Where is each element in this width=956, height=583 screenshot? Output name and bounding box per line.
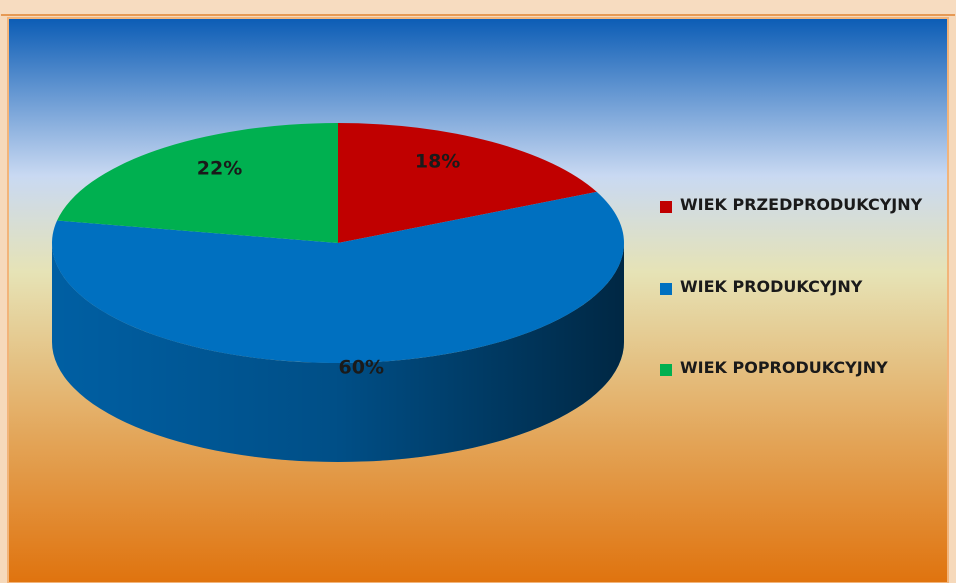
legend-label: WIEK POPRODUKCYJNY <box>680 358 888 377</box>
data-label: 18% <box>415 150 460 172</box>
legend-label: WIEK PRODUKCYJNY <box>680 277 863 296</box>
legend-label: WIEK PRZEDPRODUKCYJNY <box>680 195 923 214</box>
legend-swatch <box>660 364 672 376</box>
slice <box>57 123 338 243</box>
legend: WIEK PRZEDPRODUKCYJNY WIEK PRODUKCYJNY WIE… <box>660 0 950 583</box>
slice <box>338 123 597 243</box>
top-border <box>1 14 955 16</box>
data-label: 22% <box>197 158 242 180</box>
legend-entry: WIEK PRODUKCYJNY <box>660 277 932 304</box>
legend-entry: WIEK PRZEDPRODUKCYJNY <box>660 195 932 222</box>
data-label: 60% <box>339 356 384 378</box>
legend-swatch <box>660 283 672 295</box>
legend-swatch <box>660 201 672 213</box>
slice <box>51 191 624 364</box>
slice-side-shade <box>52 243 624 462</box>
legend-entry: WIEK POPRODUKCYJNY <box>660 358 932 385</box>
top-band <box>0 0 956 14</box>
